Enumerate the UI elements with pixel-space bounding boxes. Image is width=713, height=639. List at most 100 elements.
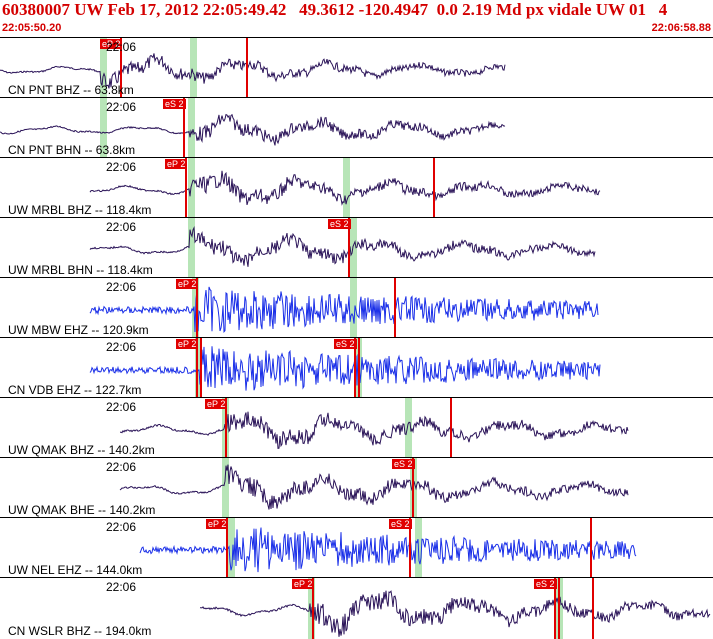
pick-window: [343, 158, 350, 218]
trace-row[interactable]: eP 2 22:06 UW MBW EHZ -- 120.9km: [0, 277, 713, 338]
pick-marker[interactable]: [200, 338, 202, 398]
waveform-line: [0, 113, 506, 146]
waveform-svg: [0, 113, 506, 146]
trace-row[interactable]: eP 2 22:06 UW QMAK BHZ -- 140.2km: [0, 397, 713, 458]
trace-time: 22:06: [106, 100, 137, 114]
trace-station-label: CN VDB EHZ -- 122.7km: [8, 383, 142, 397]
pick-marker[interactable]: [450, 398, 452, 458]
event-title: 60380007 UW Feb 17, 2012 22:05:49.42 49.…: [2, 0, 668, 19]
pick-window: [100, 98, 107, 158]
trace-row[interactable]: eS 2 22:06 CN PNT BHN -- 63.8km: [0, 97, 713, 158]
phase-pick-flag[interactable]: eS 2: [392, 459, 415, 469]
pick-marker[interactable]: [358, 338, 360, 398]
waveform-svg: [89, 226, 596, 267]
phase-pick-flag[interactable]: eS 2: [334, 339, 357, 349]
trace-row[interactable]: eP 2 22:06 UW MRBL BHZ -- 118.4km: [0, 157, 713, 218]
phase-pick-line: [120, 38, 122, 98]
pick-window: [100, 38, 107, 98]
waveform-svg: [199, 590, 711, 637]
waveform-line: [119, 464, 629, 510]
pick-window: [350, 218, 357, 278]
trace-time: 22:06: [106, 400, 137, 414]
trace-time: 22:06: [106, 520, 137, 534]
trace-time: 22:06: [106, 340, 137, 354]
trace-row[interactable]: eS 2 22:06 UW MRBL BHN -- 118.4km: [0, 217, 713, 278]
trace-time: 22:06: [106, 160, 137, 174]
trace-time: 22:06: [106, 580, 137, 594]
phase-pick-flag[interactable]: eP 2: [205, 399, 228, 409]
phase-pick-flag[interactable]: eP 2: [292, 579, 315, 589]
pick-window: [222, 458, 229, 518]
pick-marker[interactable]: [394, 278, 396, 338]
trace-station-label: CN WSLR BHZ -- 194.0km: [8, 624, 152, 638]
trace-row[interactable]: eS 2 22:06 UW QMAK BHE -- 140.2km: [0, 457, 713, 518]
pick-marker[interactable]: [590, 518, 592, 578]
phase-pick-line: [409, 518, 411, 578]
pick-window: [190, 38, 197, 98]
waveform-line: [89, 226, 596, 267]
trace-time: 22:06: [106, 460, 137, 474]
pick-marker[interactable]: [558, 578, 560, 639]
phase-pick-flag[interactable]: eP 2: [165, 159, 188, 169]
waveform-svg: [0, 53, 506, 89]
phase-pick-line: [183, 98, 185, 158]
phase-pick-line: [226, 518, 228, 578]
phase-pick-flag[interactable]: eP 2: [100, 39, 123, 49]
phase-pick-line: [412, 458, 414, 518]
time-start: 22:05:50.20: [2, 22, 62, 34]
header-bar: 60380007 UW Feb 17, 2012 22:05:49.42 49.…: [0, 0, 713, 40]
pick-window: [188, 98, 195, 158]
phase-pick-flag[interactable]: eS 2: [163, 99, 186, 109]
waveform-svg: [119, 411, 629, 450]
phase-pick-line: [196, 278, 198, 338]
trace-station-label: UW MRBL BHZ -- 118.4km: [8, 203, 152, 217]
waveform-line: [89, 286, 599, 334]
phase-pick-line: [312, 578, 314, 639]
pick-marker[interactable]: [246, 38, 248, 98]
trace-station-label: UW MBW EHZ -- 120.9km: [8, 323, 149, 337]
waveform-line: [89, 346, 601, 391]
waveform-svg: [89, 346, 601, 391]
phase-pick-flag[interactable]: eS 2: [534, 579, 557, 589]
waveform-svg: [89, 286, 599, 334]
pick-marker[interactable]: [592, 578, 594, 639]
pick-window: [405, 398, 412, 458]
trace-station-label: CN PNT BHZ -- 63.8km: [8, 83, 134, 97]
waveform-svg: [139, 527, 637, 573]
phase-pick-line: [348, 218, 350, 278]
phase-pick-flag[interactable]: eP 2: [176, 339, 199, 349]
waveform-svg: [119, 464, 629, 510]
phase-pick-line: [196, 338, 198, 398]
trace-station-label: UW QMAK BHE -- 140.2km: [8, 503, 156, 517]
pick-window: [188, 218, 195, 278]
trace-time: 22:06: [106, 220, 137, 234]
trace-station-label: CN PNT BHN -- 63.8km: [8, 143, 136, 157]
pick-window: [195, 338, 202, 398]
trace-row[interactable]: eP 2 eS 2 22:06 CN VDB EHZ -- 122.7km: [0, 337, 713, 398]
waveform-line: [199, 590, 711, 637]
pick-window: [188, 158, 195, 218]
pick-window: [228, 518, 235, 578]
phase-pick-line: [225, 398, 227, 458]
time-end: 22:06:58.88: [651, 22, 711, 34]
pick-marker[interactable]: [433, 158, 435, 218]
waveform-line: [139, 527, 637, 573]
phase-pick-line: [185, 158, 187, 218]
waveform-line: [0, 53, 506, 89]
trace-row[interactable]: eP 2 22:06 CN PNT BHZ -- 63.8km: [0, 37, 713, 98]
waveform-svg: [89, 170, 601, 206]
trace-row[interactable]: eP 2 eS 2 22:06 CN WSLR BHZ -- 194.0km: [0, 577, 713, 639]
pick-window: [350, 278, 357, 338]
phase-pick-line: [554, 578, 556, 639]
trace-time: 22:06: [106, 280, 137, 294]
phase-pick-flag[interactable]: eP 2: [176, 279, 199, 289]
seismogram-panel[interactable]: eP 2 22:06 CN PNT BHZ -- 63.8km eS 2 22:06 CN…: [0, 37, 713, 639]
phase-pick-flag[interactable]: eS 2: [389, 519, 412, 529]
trace-time: 22:06: [106, 40, 137, 54]
trace-station-label: UW MRBL BHN -- 118.4km: [8, 263, 153, 277]
trace-station-label: UW QMAK BHZ -- 140.2km: [8, 443, 155, 457]
phase-pick-line: [354, 338, 356, 398]
trace-row[interactable]: eP 2 eS 2 22:06 UW NEL EHZ -- 144.0km: [0, 517, 713, 578]
phase-pick-flag[interactable]: eP 2: [206, 519, 229, 529]
phase-pick-flag[interactable]: eS 2: [328, 219, 351, 229]
